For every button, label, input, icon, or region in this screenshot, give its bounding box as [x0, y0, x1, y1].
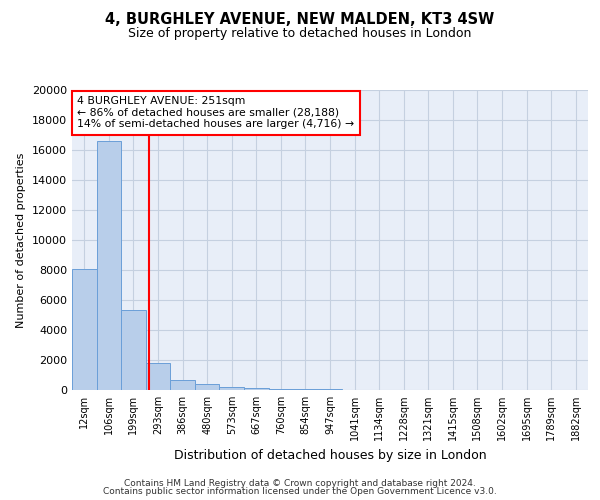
Bar [146, 363, 170, 390]
Bar [244, 388, 269, 390]
Text: Contains public sector information licensed under the Open Government Licence v3: Contains public sector information licen… [103, 487, 497, 496]
Bar [170, 380, 195, 390]
Bar [293, 389, 318, 390]
Text: Size of property relative to detached houses in London: Size of property relative to detached ho… [128, 28, 472, 40]
Bar [220, 386, 244, 390]
X-axis label: Distribution of detached houses by size in London: Distribution of detached houses by size … [173, 448, 487, 462]
Text: 4 BURGHLEY AVENUE: 251sqm
← 86% of detached houses are smaller (28,188)
14% of s: 4 BURGHLEY AVENUE: 251sqm ← 86% of detac… [77, 96, 354, 129]
Bar [195, 384, 220, 390]
Bar [97, 141, 121, 390]
Bar [121, 310, 146, 390]
Text: 4, BURGHLEY AVENUE, NEW MALDEN, KT3 4SW: 4, BURGHLEY AVENUE, NEW MALDEN, KT3 4SW [106, 12, 494, 28]
Y-axis label: Number of detached properties: Number of detached properties [16, 152, 26, 328]
Text: Contains HM Land Registry data © Crown copyright and database right 2024.: Contains HM Land Registry data © Crown c… [124, 478, 476, 488]
Bar [269, 389, 293, 390]
Bar [72, 268, 97, 390]
